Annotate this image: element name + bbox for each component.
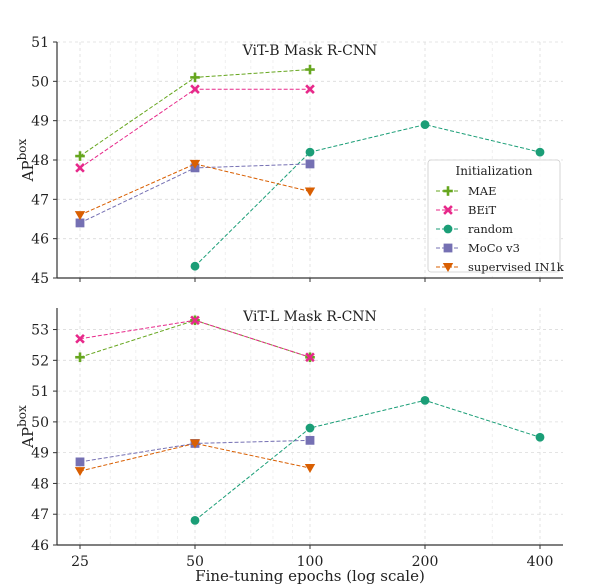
y-tick-label: 46: [31, 538, 49, 554]
data-point-beit: [305, 352, 315, 363]
x-tick-label: 100: [297, 554, 324, 570]
data-point-beit-b: [305, 84, 315, 95]
legend-label: MAE: [468, 184, 496, 198]
data-point-random: [190, 261, 200, 271]
data-point-random: [420, 120, 430, 129]
y-tick-label: 47: [31, 507, 49, 523]
data-point-beit: [75, 163, 85, 173]
data-point-supervised-in1k: [189, 439, 201, 449]
data-point-moco-v3: [75, 218, 85, 228]
legend-label: supervised IN1k: [468, 260, 565, 274]
legend-entry-mae: MAE: [436, 184, 496, 198]
y-axis-label-sup: box: [15, 138, 29, 160]
series-random: [190, 395, 545, 525]
series-beit: [75, 84, 315, 173]
data-point-supervised-in1k: [74, 467, 86, 477]
y-axis-label-sup: box: [15, 405, 29, 427]
y-axis-label-main: AP: [19, 160, 37, 182]
data-point-random: [305, 147, 315, 157]
series-random: [190, 120, 545, 271]
legend: Initialization MAE BEiT random MoCo v3 superv…: [427, 159, 565, 274]
x-tick-label: 200: [412, 554, 439, 570]
y-tick-label: 48: [31, 153, 49, 169]
y-tick-label: 51: [31, 384, 49, 400]
data-point-beit-b: [190, 84, 200, 95]
y-tick-label: 47: [31, 192, 49, 208]
series-line-random: [194, 124, 541, 267]
data-point-mae: [75, 151, 85, 161]
legend-entry-moco-v3: MoCo v3: [436, 241, 520, 255]
legend-entry-random: random: [436, 222, 513, 236]
data-point-beit: [305, 84, 315, 95]
data-point-supervised-in1k: [304, 187, 316, 197]
x-axis-label: Fine-tuning epochs (log scale): [195, 567, 425, 585]
data-point-supervised-in1k: [189, 159, 201, 169]
y-tick-label: 49: [31, 446, 49, 462]
legend-marker-moco-v3: [443, 243, 453, 253]
legend-box: [427, 159, 561, 273]
y-axis-label-main: AP: [19, 427, 37, 449]
data-point-beit-b: [75, 163, 85, 173]
y-tick-label: 45: [31, 271, 49, 287]
y-tick-label: 50: [31, 415, 49, 431]
legend-label: MoCo v3: [468, 241, 520, 255]
legend-title: Initialization: [456, 164, 533, 178]
grid: [57, 41, 563, 279]
legend-entry-beit: BEiT: [436, 203, 497, 217]
legend-marker-supervised-in1k: [442, 263, 454, 272]
data-point-mae: [305, 64, 315, 75]
data-point-mae: [190, 72, 200, 83]
legend-marker-random: [443, 224, 453, 234]
data-point-supervised-in1k: [304, 464, 316, 474]
legend-marker-beit-b: [443, 205, 453, 215]
chart-title: ViT-B Mask R-CNN: [242, 43, 378, 59]
y-axis-label: APbox: [15, 405, 37, 449]
data-point-moco-v3: [305, 159, 315, 169]
data-point-random: [305, 423, 315, 433]
legend-label: random: [468, 222, 513, 236]
chart-title: ViT-L Mask R-CNN: [242, 309, 377, 325]
data-point-random: [190, 515, 200, 525]
data-point-beit: [75, 333, 85, 344]
series-line-random: [194, 399, 541, 521]
x-tick-label: 50: [186, 554, 204, 570]
y-tick-label: 53: [31, 323, 49, 339]
x-tick-label: 25: [71, 554, 89, 570]
x-tick-label: 400: [527, 554, 554, 570]
data-point-beit: [190, 315, 200, 326]
y-tick-label: 49: [31, 114, 49, 130]
data-point-beit-b: [305, 352, 315, 363]
y-axis-label: APbox: [15, 138, 37, 182]
data-point-random: [420, 395, 430, 405]
legend-entry-supervised-in1k: supervised IN1k: [436, 260, 565, 274]
series-line-supervised-in1k: [79, 442, 311, 472]
series-supervised-in1k: [74, 159, 316, 221]
series-line-mae: [79, 69, 311, 157]
chart-panel-2: 46 47 48 49 50 51 52 53 25 50 100 200 400 ViT-L Mask …: [15, 308, 563, 585]
series-line-supervised-in1k: [79, 163, 311, 216]
series-supervised-in1k: [74, 439, 316, 477]
y-tick-label: 46: [31, 232, 49, 248]
series-mae: [75, 64, 315, 161]
chart-panel-1: 45 46 47 48 49 50 51 ViT-B Mask R-CNN APbox Initi…: [15, 35, 565, 287]
data-point-moco-v3: [305, 435, 315, 445]
data-point-random: [535, 432, 545, 442]
data-point-mae: [75, 352, 85, 363]
legend-marker-beit: [443, 205, 453, 215]
series-beit: [75, 315, 315, 363]
data-point-moco-v3: [75, 457, 85, 467]
legend-label: BEiT: [468, 203, 497, 217]
y-tick-label: 48: [31, 476, 49, 492]
y-tick-label: 51: [31, 35, 49, 51]
y-tick-label: 50: [31, 74, 49, 90]
legend-marker-mae: [443, 186, 453, 196]
data-point-beit: [190, 84, 200, 95]
data-point-beit-b: [75, 333, 85, 344]
data-point-supervised-in1k: [74, 211, 86, 221]
y-tick-label: 52: [31, 353, 49, 369]
data-point-beit-b: [190, 315, 200, 326]
data-point-random: [535, 147, 545, 157]
